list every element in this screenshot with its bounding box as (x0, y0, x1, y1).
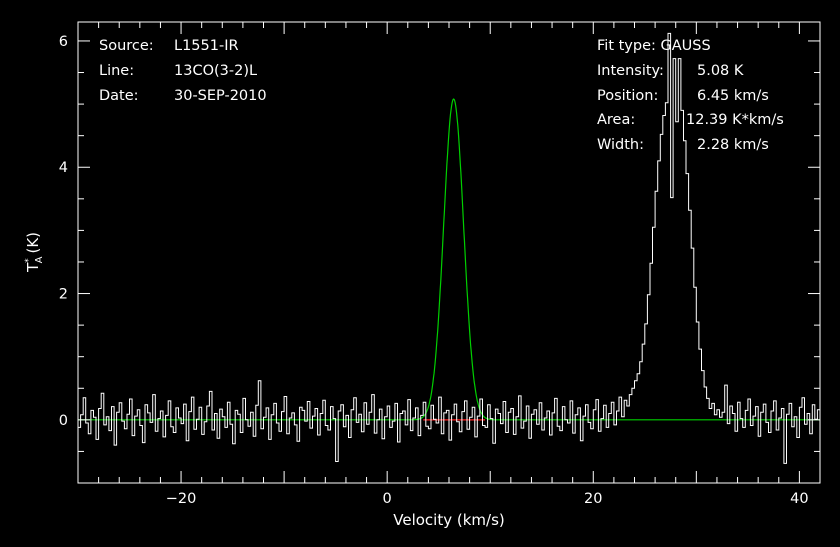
axis-ticks (77, 22, 821, 484)
width-label: Width: (597, 137, 644, 153)
y-tick-label: 4 (59, 160, 68, 176)
area-value: 12.39 K*km/s (686, 112, 784, 128)
y-axis-label: T*A(K) (24, 232, 45, 273)
x-tick-label: 20 (584, 491, 602, 507)
axis-tick-labels: −20 0 20 40 0 2 4 6 (59, 34, 809, 507)
intensity-value: 5.08 K (697, 63, 744, 79)
x-tick-label: −20 (166, 491, 197, 507)
source-value: L1551-IR (174, 38, 239, 54)
x-tick-label: 0 (383, 491, 392, 507)
line-label: Line: (99, 63, 134, 79)
source-label: Source: (99, 38, 154, 54)
info-left: Source: L1551-IR Line: 13CO(3-2)L Date: … (99, 38, 267, 104)
y-tick-label: 0 (59, 413, 68, 429)
observed-spectrum-line (78, 32, 820, 464)
fit-type: Fit type: GAUSS (597, 38, 711, 54)
y-tick-label: 6 (59, 34, 68, 50)
position-value: 6.45 km/s (697, 88, 769, 104)
svg-text:T*A(K): T*A(K) (24, 232, 45, 273)
date-label: Date: (99, 88, 139, 104)
line-value: 13CO(3-2)L (174, 63, 257, 79)
x-axis-label: Velocity (km/s) (393, 511, 504, 529)
date-value: 30-SEP-2010 (174, 88, 267, 104)
info-right: Fit type: GAUSS Intensity: 5.08 K Positi… (597, 38, 784, 153)
area-label: Area: (597, 112, 635, 128)
y-tick-label: 2 (59, 287, 68, 303)
position-label: Position: (597, 88, 658, 104)
intensity-label: Intensity: (597, 63, 664, 79)
x-tick-label: 40 (790, 491, 808, 507)
width-value: 2.28 km/s (697, 137, 769, 153)
